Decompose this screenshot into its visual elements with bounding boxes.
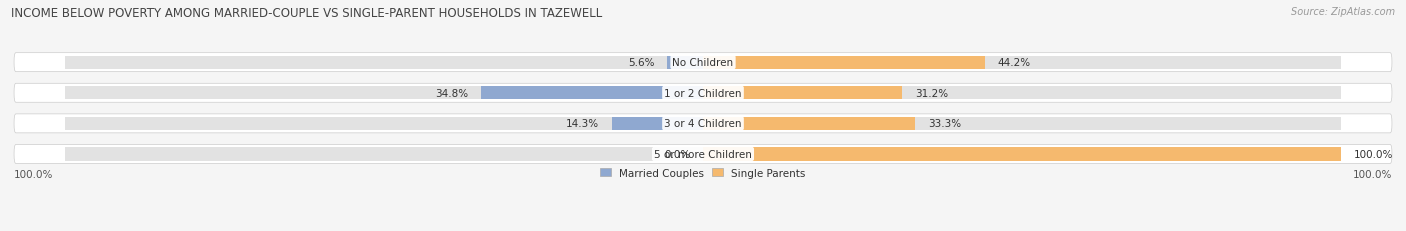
Text: 1 or 2 Children: 1 or 2 Children — [664, 88, 742, 98]
Text: Source: ZipAtlas.com: Source: ZipAtlas.com — [1291, 7, 1395, 17]
Text: 5 or more Children: 5 or more Children — [654, 149, 752, 159]
Bar — [65, 148, 703, 161]
Text: 33.3%: 33.3% — [928, 119, 962, 129]
FancyBboxPatch shape — [14, 84, 1392, 103]
Bar — [703, 117, 915, 131]
Text: 100.0%: 100.0% — [1354, 149, 1393, 159]
Bar — [703, 56, 986, 70]
Bar — [65, 56, 703, 70]
Bar — [481, 87, 703, 100]
Bar — [703, 56, 1341, 70]
Bar — [703, 148, 1341, 161]
Bar — [703, 117, 1341, 131]
Text: 3 or 4 Children: 3 or 4 Children — [664, 119, 742, 129]
Text: 0.0%: 0.0% — [664, 149, 690, 159]
FancyBboxPatch shape — [14, 145, 1392, 164]
Bar — [612, 117, 703, 131]
Text: 14.3%: 14.3% — [565, 119, 599, 129]
Text: 100.0%: 100.0% — [14, 169, 53, 179]
Bar — [65, 117, 703, 131]
Bar — [703, 148, 1341, 161]
Bar — [668, 56, 703, 70]
Bar — [65, 87, 703, 100]
Text: 100.0%: 100.0% — [1353, 169, 1392, 179]
Text: 34.8%: 34.8% — [434, 88, 468, 98]
Bar — [703, 87, 903, 100]
Legend: Married Couples, Single Parents: Married Couples, Single Parents — [600, 168, 806, 178]
FancyBboxPatch shape — [14, 53, 1392, 72]
Text: 5.6%: 5.6% — [628, 58, 655, 68]
Bar — [703, 87, 1341, 100]
Text: 44.2%: 44.2% — [998, 58, 1031, 68]
FancyBboxPatch shape — [14, 114, 1392, 133]
Text: 31.2%: 31.2% — [915, 88, 948, 98]
Text: No Children: No Children — [672, 58, 734, 68]
Text: INCOME BELOW POVERTY AMONG MARRIED-COUPLE VS SINGLE-PARENT HOUSEHOLDS IN TAZEWEL: INCOME BELOW POVERTY AMONG MARRIED-COUPL… — [11, 7, 603, 20]
